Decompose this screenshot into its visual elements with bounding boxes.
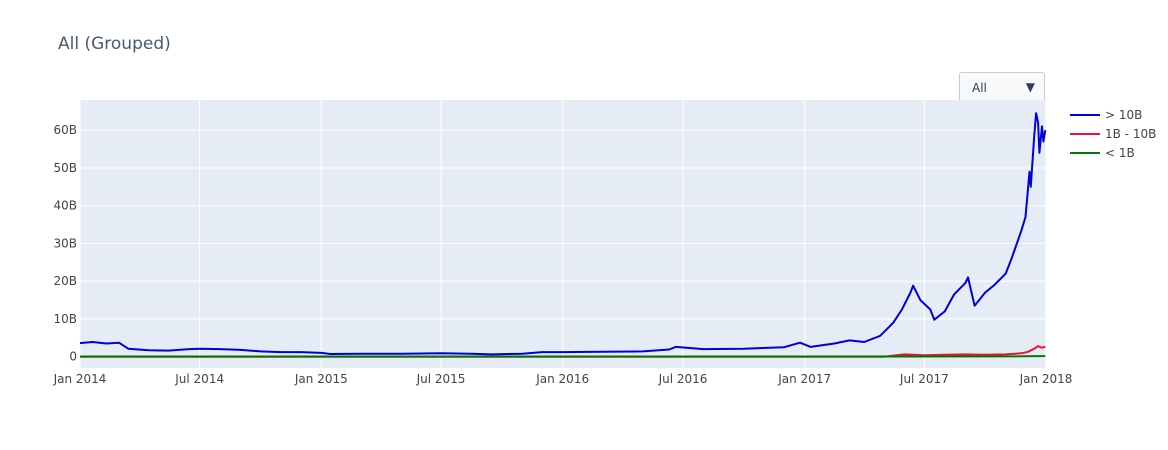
- x-tick-label: Jan 2016: [535, 372, 589, 386]
- y-tick-label: 50B: [53, 161, 77, 175]
- y-tick-label: 10B: [53, 312, 77, 326]
- series-line-1: [80, 345, 1046, 358]
- x-tick-label: Jul 2015: [416, 372, 466, 386]
- legend-label-0: > 10B: [1105, 108, 1142, 122]
- y-tick-label: 20B: [53, 274, 77, 288]
- dropdown-selected-value: All: [972, 81, 987, 95]
- legend-label-1: 1B - 10B: [1105, 127, 1156, 141]
- x-tick-label: Jul 2016: [658, 372, 708, 386]
- y-tick-label: 40B: [53, 199, 77, 213]
- x-tick-label: Jan 2017: [777, 372, 831, 386]
- x-tick-label: Jan 2015: [294, 372, 348, 386]
- y-tick-label: 30B: [53, 236, 77, 250]
- x-tick-label: Jan 2014: [53, 372, 107, 386]
- y-tick-label: 60B: [53, 123, 77, 137]
- x-tick-label: Jul 2017: [899, 372, 949, 386]
- dropdown-arrow-icon: ▼: [1025, 80, 1035, 94]
- series-line-0: [79, 112, 1047, 356]
- y-tick-label: 0: [69, 350, 77, 364]
- x-tick-label: Jan 2018: [1019, 372, 1073, 386]
- x-tick-label: Jul 2014: [174, 372, 224, 386]
- legend-label-2: < 1B: [1105, 146, 1135, 160]
- chart-title: All (Grouped): [58, 34, 171, 54]
